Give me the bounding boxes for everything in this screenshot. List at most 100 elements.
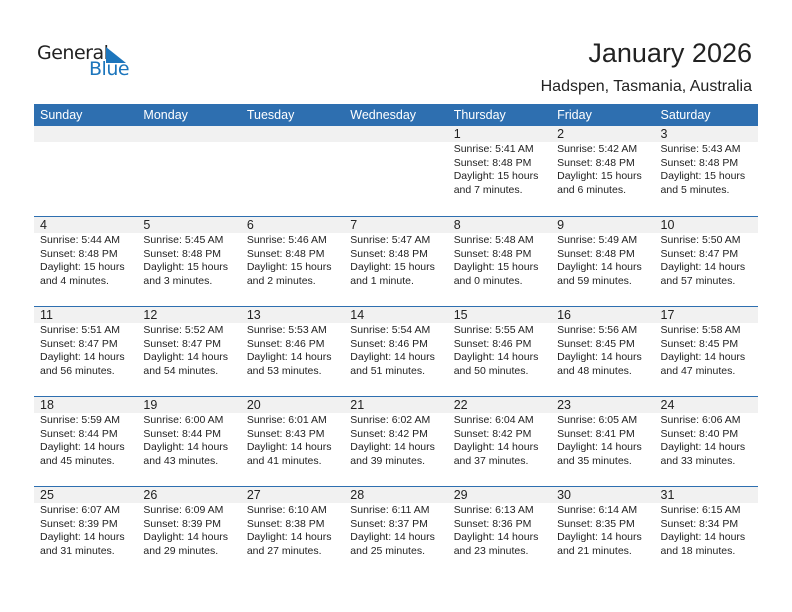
sunrise-text: Sunrise: 6:07 AM (40, 504, 120, 516)
day-cell: 19 Sunrise: 6:00 AM Sunset: 8:44 PM Dayligh… (137, 397, 240, 487)
week-row: 25 Sunrise: 6:07 AM Sunset: 8:39 PM Dayligh… (34, 486, 758, 577)
sunrise-text: Sunrise: 6:10 AM (246, 504, 327, 516)
daylight2-text: and 4 minutes. (40, 274, 109, 287)
sunset-text: Sunset: 8:36 PM (453, 517, 532, 530)
daylight2-text: and 48 minutes. (557, 364, 632, 377)
day-cell: 26 Sunrise: 6:09 AM Sunset: 8:39 PM Dayligh… (137, 487, 240, 577)
daylight1-text: Daylight: 14 hours (40, 441, 125, 453)
day-cell: 10 Sunrise: 5:50 AM Sunset: 8:47 PM Dayligh… (655, 217, 758, 307)
sunrise-text: Sunrise: 6:02 AM (350, 414, 431, 426)
sunset-text: Sunset: 8:48 PM (143, 247, 222, 260)
day-cell: 17 Sunrise: 5:58 AM Sunset: 8:45 PM Dayligh… (655, 307, 758, 397)
brand-logo: General Blue (37, 42, 137, 82)
day-cell: 7 Sunrise: 5:47 AM Sunset: 8:48 PM Daylight… (344, 217, 447, 307)
sunset-text: Sunset: 8:46 PM (246, 337, 325, 350)
day-cell: 12 Sunrise: 5:52 AM Sunset: 8:47 PM Dayligh… (137, 307, 240, 397)
sunrise-text: Sunrise: 5:54 AM (350, 324, 431, 336)
day-cell: 9 Sunrise: 5:49 AM Sunset: 8:48 PM Daylight… (551, 217, 654, 307)
day-number: 7 (350, 218, 358, 232)
daylight1-text: Daylight: 14 hours (557, 261, 642, 273)
day-cell: 16 Sunrise: 5:56 AM Sunset: 8:45 PM Dayligh… (551, 307, 654, 397)
sunset-text: Sunset: 8:39 PM (143, 517, 222, 530)
day-number-band (34, 217, 758, 233)
daylight2-text: and 0 minutes. (453, 274, 523, 287)
sunset-text: Sunset: 8:42 PM (453, 427, 532, 440)
week-row: 18 Sunrise: 5:59 AM Sunset: 8:44 PM Dayligh… (34, 396, 758, 487)
sunrise-text: Sunrise: 5:42 AM (557, 143, 638, 155)
daylight1-text: Daylight: 14 hours (350, 351, 435, 363)
day-number-band (34, 126, 758, 142)
daylight2-text: and 47 minutes. (660, 364, 736, 377)
daylight1-text: Daylight: 14 hours (557, 351, 642, 363)
day-number: 5 (143, 218, 151, 232)
sunset-text: Sunset: 8:43 PM (246, 427, 325, 440)
day-cell: 25 Sunrise: 6:07 AM Sunset: 8:39 PM Dayligh… (34, 487, 137, 577)
day-number: 31 (660, 488, 675, 502)
day-number: 8 (453, 218, 461, 232)
sunrise-text: Sunrise: 6:01 AM (246, 414, 327, 426)
sunset-text: Sunset: 8:37 PM (350, 517, 428, 530)
daylight2-text: and 54 minutes. (143, 364, 219, 377)
daylight2-text: and 50 minutes. (453, 364, 529, 377)
daylight2-text: and 39 minutes. (350, 454, 425, 467)
sunrise-text: Sunrise: 6:00 AM (143, 414, 224, 426)
day-number: 4 (40, 218, 47, 232)
sunset-text: Sunset: 8:39 PM (40, 517, 118, 530)
empty-cell (137, 126, 240, 216)
sunrise-text: Sunrise: 6:05 AM (557, 414, 638, 426)
sunset-text: Sunset: 8:44 PM (40, 427, 118, 440)
daylight2-text: and 27 minutes. (246, 544, 322, 557)
day-cell: 20 Sunrise: 6:01 AM Sunset: 8:43 PM Dayligh… (241, 397, 344, 487)
sunset-text: Sunset: 8:48 PM (557, 247, 635, 260)
daylight2-text: and 29 minutes. (143, 544, 219, 557)
day-number: 19 (143, 398, 158, 412)
day-cell: 15 Sunrise: 5:55 AM Sunset: 8:46 PM Dayligh… (448, 307, 551, 397)
day-cell: 23 Sunrise: 6:05 AM Sunset: 8:41 PM Dayligh… (551, 397, 654, 487)
weekday-saturday: Saturday (660, 108, 711, 122)
daylight2-text: and 51 minutes. (350, 364, 425, 377)
day-number: 15 (453, 308, 468, 322)
day-cell: 13 Sunrise: 5:53 AM Sunset: 8:46 PM Dayligh… (241, 307, 344, 397)
daylight1-text: Daylight: 14 hours (40, 351, 125, 363)
day-number: 23 (557, 398, 572, 412)
daylight1-text: Daylight: 14 hours (350, 441, 435, 453)
daylight1-text: Daylight: 14 hours (143, 531, 229, 543)
daylight2-text: and 45 minutes. (40, 454, 115, 467)
daylight2-text: and 23 minutes. (453, 544, 529, 557)
sunset-text: Sunset: 8:48 PM (660, 156, 739, 169)
daylight1-text: Daylight: 14 hours (557, 531, 642, 543)
sunrise-text: Sunrise: 6:09 AM (143, 504, 224, 516)
week-row: 11 Sunrise: 5:51 AM Sunset: 8:47 PM Dayligh… (34, 306, 758, 397)
sunset-text: Sunset: 8:34 PM (660, 517, 739, 530)
day-number: 24 (660, 398, 675, 412)
day-number-band (34, 487, 758, 503)
weekday-monday: Monday (143, 108, 188, 122)
sunset-text: Sunset: 8:41 PM (557, 427, 635, 440)
logo-text-general: General (37, 42, 109, 64)
daylight2-text: and 56 minutes. (40, 364, 115, 377)
daylight1-text: Daylight: 14 hours (40, 531, 125, 543)
daylight1-text: Daylight: 14 hours (453, 351, 539, 363)
daylight2-text: and 31 minutes. (40, 544, 115, 557)
sunrise-text: Sunrise: 5:45 AM (143, 234, 224, 246)
daylight2-text: and 43 minutes. (143, 454, 219, 467)
day-number: 18 (40, 398, 54, 412)
day-number-band (34, 307, 758, 323)
day-number: 27 (246, 488, 261, 502)
daylight2-text: and 53 minutes. (246, 364, 322, 377)
daylight1-text: Daylight: 14 hours (246, 351, 332, 363)
day-number: 10 (660, 218, 675, 232)
weekday-friday: Friday (557, 108, 592, 122)
sunset-text: Sunset: 8:45 PM (660, 337, 739, 350)
day-number: 25 (40, 488, 54, 502)
week-row: 4 Sunrise: 5:44 AM Sunset: 8:48 PM Daylight… (34, 216, 758, 307)
day-number: 21 (350, 398, 365, 412)
sunrise-text: Sunrise: 5:58 AM (660, 324, 741, 336)
daylight1-text: Daylight: 14 hours (246, 531, 332, 543)
sunset-text: Sunset: 8:35 PM (557, 517, 635, 530)
daylight2-text: and 21 minutes. (557, 544, 632, 557)
sunrise-text: Sunrise: 5:59 AM (40, 414, 120, 426)
daylight1-text: Daylight: 14 hours (246, 441, 332, 453)
daylight2-text: and 5 minutes. (660, 183, 730, 196)
sunset-text: Sunset: 8:42 PM (350, 427, 428, 440)
